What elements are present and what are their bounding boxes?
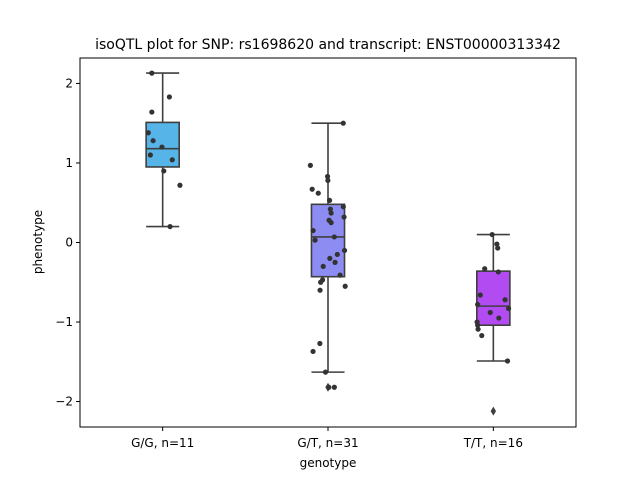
data-point bbox=[502, 297, 508, 303]
data-point bbox=[145, 130, 151, 136]
data-point bbox=[340, 120, 346, 126]
outlier-marker bbox=[490, 406, 497, 416]
data-point bbox=[475, 326, 481, 332]
data-point bbox=[331, 384, 337, 390]
data-point bbox=[482, 266, 488, 272]
y-axis: 2 1 0 −1 −2 bbox=[55, 76, 80, 409]
x-tick-label: G/T, n=31 bbox=[297, 436, 358, 450]
data-point bbox=[312, 237, 318, 243]
data-point bbox=[337, 272, 343, 278]
data-point bbox=[159, 144, 165, 150]
data-point bbox=[324, 173, 331, 180]
x-axis: G/G, n=11 G/T, n=31 T/T, n=16 bbox=[131, 427, 523, 450]
data-point bbox=[494, 241, 500, 247]
data-point bbox=[342, 283, 348, 289]
data-point bbox=[310, 348, 316, 355]
data-point bbox=[325, 177, 331, 184]
data-point bbox=[161, 168, 167, 174]
data-point bbox=[341, 247, 348, 254]
data-point bbox=[489, 231, 495, 238]
data-point bbox=[341, 214, 347, 220]
data-point bbox=[317, 287, 323, 293]
data-point bbox=[495, 245, 501, 251]
data-point bbox=[332, 259, 338, 265]
x-tick-label: T/T, n=16 bbox=[463, 436, 523, 450]
data-point bbox=[177, 182, 183, 188]
data-point bbox=[310, 227, 316, 234]
data-point bbox=[169, 157, 175, 163]
data-point bbox=[307, 162, 313, 168]
data-point bbox=[147, 152, 153, 158]
y-tick-label: −2 bbox=[55, 395, 73, 409]
y-tick-label: −1 bbox=[55, 315, 73, 329]
data-point bbox=[477, 292, 483, 298]
plot-area bbox=[145, 70, 512, 416]
data-point bbox=[496, 315, 502, 321]
data-point bbox=[150, 138, 156, 144]
data-point bbox=[327, 255, 333, 262]
data-point bbox=[149, 109, 155, 115]
data-point bbox=[331, 234, 337, 240]
data-point bbox=[167, 223, 173, 230]
box-group bbox=[474, 231, 512, 416]
data-point bbox=[309, 186, 315, 192]
data-point bbox=[495, 269, 501, 275]
data-point bbox=[326, 384, 332, 390]
data-point bbox=[315, 190, 321, 196]
y-tick-label: 1 bbox=[65, 156, 73, 170]
data-point bbox=[328, 210, 334, 216]
data-point bbox=[334, 251, 340, 258]
data-point bbox=[326, 197, 333, 203]
data-point bbox=[318, 279, 324, 285]
data-point bbox=[475, 322, 481, 328]
chart-title: isoQTL plot for SNP: rs1698620 and trans… bbox=[95, 37, 561, 53]
x-tick-label: G/G, n=11 bbox=[131, 436, 194, 450]
data-point bbox=[504, 358, 511, 364]
data-point bbox=[328, 220, 334, 226]
data-point bbox=[166, 94, 172, 100]
y-axis-label: phenotype bbox=[31, 210, 45, 274]
data-point bbox=[149, 70, 155, 76]
y-tick-label: 0 bbox=[65, 236, 73, 250]
data-point bbox=[317, 340, 323, 347]
data-point bbox=[322, 369, 329, 375]
x-axis-label: genotype bbox=[300, 456, 357, 470]
data-point bbox=[475, 301, 481, 308]
data-point bbox=[320, 263, 326, 269]
data-point bbox=[505, 305, 512, 312]
box-group bbox=[145, 70, 183, 230]
data-point bbox=[479, 332, 485, 339]
box-group bbox=[307, 120, 348, 392]
y-tick-label: 2 bbox=[65, 76, 73, 90]
data-point bbox=[327, 206, 333, 212]
data-point bbox=[340, 204, 346, 210]
data-point bbox=[487, 309, 493, 316]
